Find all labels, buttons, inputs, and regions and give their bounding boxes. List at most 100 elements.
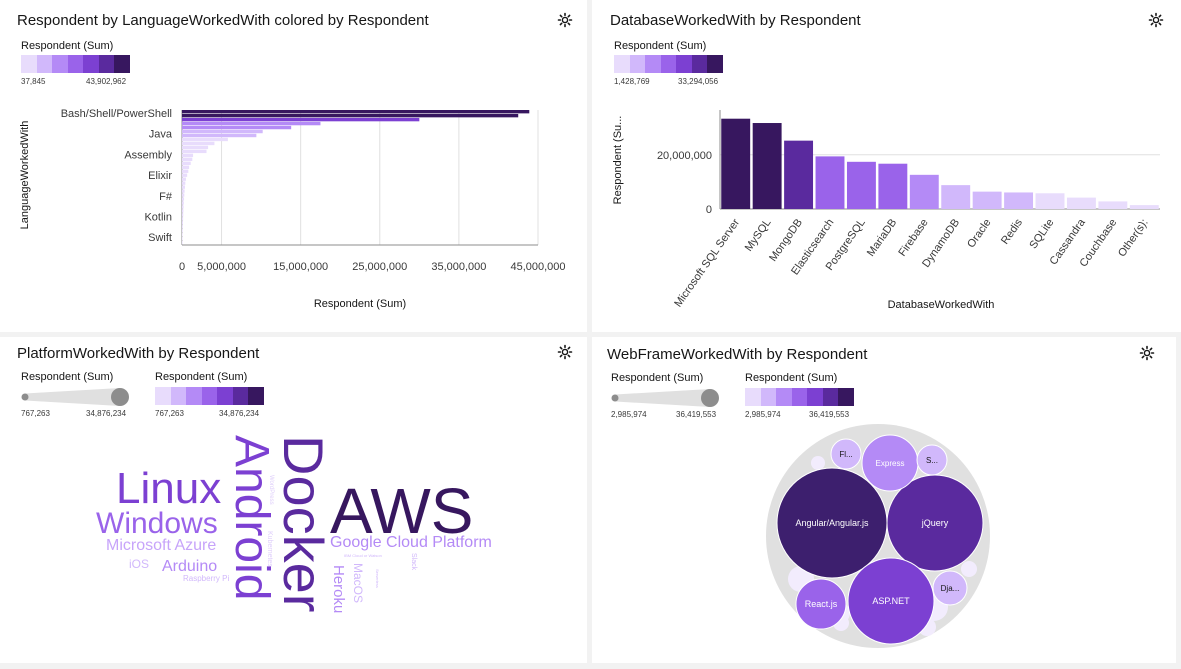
gear-icon[interactable] — [1139, 345, 1155, 361]
legend-swatch-3 — [52, 55, 68, 73]
bar[interactable] — [182, 121, 321, 126]
word-cloud-word[interactable]: Serverless — [375, 569, 380, 588]
color-legend-swatches — [21, 55, 130, 73]
bar[interactable] — [182, 189, 185, 193]
legend-swatch-6 — [98, 55, 114, 73]
bar[interactable] — [182, 225, 183, 229]
word-cloud-word[interactable]: Arduino — [162, 558, 217, 575]
x-tick-label: Redis — [999, 216, 1025, 246]
legend-swatch-6 — [822, 388, 838, 406]
bar[interactable] — [182, 137, 228, 142]
bar[interactable] — [182, 145, 209, 150]
bar[interactable] — [182, 161, 191, 165]
bar[interactable] — [182, 193, 185, 197]
legend-swatch-7 — [838, 388, 854, 406]
bar[interactable] — [1035, 193, 1065, 209]
bar[interactable] — [1098, 201, 1128, 209]
word-cloud-word[interactable]: Google Cloud Platform — [330, 534, 492, 551]
word-cloud-word[interactable]: Slack — [410, 553, 417, 571]
bubble-small[interactable] — [961, 561, 977, 577]
word-cloud-word[interactable]: IBM Cloud or Watson — [344, 553, 382, 558]
bar[interactable] — [182, 125, 292, 130]
gear-icon[interactable] — [557, 344, 573, 360]
word-cloud-word[interactable]: iOS — [129, 557, 149, 571]
bar[interactable] — [182, 241, 183, 245]
size-legend-min: 2,985,974 — [611, 410, 647, 419]
word-cloud-word[interactable]: Heroku — [330, 565, 347, 613]
legend-swatch-1 — [614, 55, 630, 73]
bar[interactable] — [182, 185, 186, 189]
bar[interactable] — [182, 181, 186, 185]
bar[interactable] — [1129, 205, 1159, 209]
bar[interactable] — [182, 221, 183, 225]
gear-icon[interactable] — [557, 12, 573, 28]
bar[interactable] — [182, 110, 530, 114]
bar[interactable] — [182, 209, 184, 213]
bubble[interactable] — [847, 557, 935, 645]
legend-swatch-5 — [217, 387, 233, 405]
bubble[interactable] — [916, 444, 948, 476]
bar[interactable] — [182, 237, 183, 241]
legend-swatch-3 — [186, 387, 202, 405]
x-axis-label: Respondent (Sum) — [314, 298, 406, 310]
bubble-small[interactable] — [811, 456, 825, 470]
word-cloud-word[interactable]: Linux — [116, 464, 221, 513]
bar[interactable] — [784, 140, 814, 209]
word-cloud-word[interactable]: MacOS — [351, 563, 365, 603]
bar[interactable] — [721, 118, 751, 209]
bar[interactable] — [182, 201, 184, 205]
bubble-label: Angular/Angular.js — [795, 518, 869, 528]
bubble[interactable] — [932, 570, 968, 606]
bar[interactable] — [941, 185, 971, 209]
bar[interactable] — [182, 141, 215, 146]
bar[interactable] — [878, 163, 908, 209]
bar[interactable] — [182, 157, 193, 162]
word-cloud-word[interactable]: WordPress — [268, 475, 274, 505]
bar[interactable] — [815, 156, 845, 209]
color-legend-swatches — [614, 55, 723, 73]
bar[interactable] — [182, 169, 189, 173]
bar[interactable] — [182, 133, 257, 138]
bar[interactable] — [182, 233, 183, 237]
x-tick-label: Firebase — [896, 217, 930, 259]
bar[interactable] — [752, 123, 782, 209]
bubble[interactable] — [795, 578, 847, 630]
x-tick-label: SQLite — [1027, 217, 1056, 251]
color-legend-max: 33,294,056 — [678, 77, 719, 86]
x-tick-label: Oracle — [965, 217, 993, 250]
bar[interactable] — [1066, 197, 1096, 209]
legend-swatch-7 — [707, 55, 723, 73]
bar[interactable] — [972, 191, 1002, 209]
word-cloud-word[interactable]: Android — [225, 435, 278, 600]
word-cloud-word[interactable]: Windows — [96, 507, 218, 540]
bar[interactable] — [1004, 192, 1034, 209]
word-cloud-word[interactable]: Raspberry Pi — [183, 574, 229, 583]
language-bar-chart: 0 5,000,000 15,000,000 25,000,000 35,000,000… — [19, 108, 566, 310]
bar[interactable] — [182, 173, 188, 177]
bar[interactable] — [182, 217, 184, 221]
word-cloud-word[interactable]: AWS — [330, 475, 473, 547]
x-tick-label: 25,000,000 — [352, 261, 407, 273]
bar[interactable] — [182, 197, 185, 201]
bar[interactable] — [182, 213, 184, 217]
color-legend-min: 37,845 — [21, 77, 46, 86]
bar[interactable] — [182, 149, 207, 154]
bar[interactable] — [909, 174, 939, 209]
bar[interactable] — [182, 113, 519, 118]
word-cloud-word[interactable]: Kubernetes — [266, 531, 273, 567]
size-legend-min: 767,263 — [21, 409, 50, 418]
gear-icon[interactable] — [1148, 12, 1164, 28]
bar[interactable] — [182, 129, 263, 134]
bar[interactable] — [182, 177, 186, 181]
bar[interactable] — [182, 165, 190, 169]
bar[interactable] — [846, 161, 876, 209]
word-cloud-word[interactable]: Microsoft Azure — [106, 537, 216, 554]
color-legend-swatches — [155, 387, 264, 405]
bar[interactable] — [182, 117, 420, 122]
bar[interactable] — [182, 153, 194, 158]
bar[interactable] — [182, 205, 184, 209]
word-cloud-word[interactable]: Docker — [272, 435, 335, 612]
bubble[interactable] — [830, 438, 862, 470]
bar[interactable] — [182, 229, 183, 233]
x-tick-label: Other(s): — [1116, 217, 1151, 259]
